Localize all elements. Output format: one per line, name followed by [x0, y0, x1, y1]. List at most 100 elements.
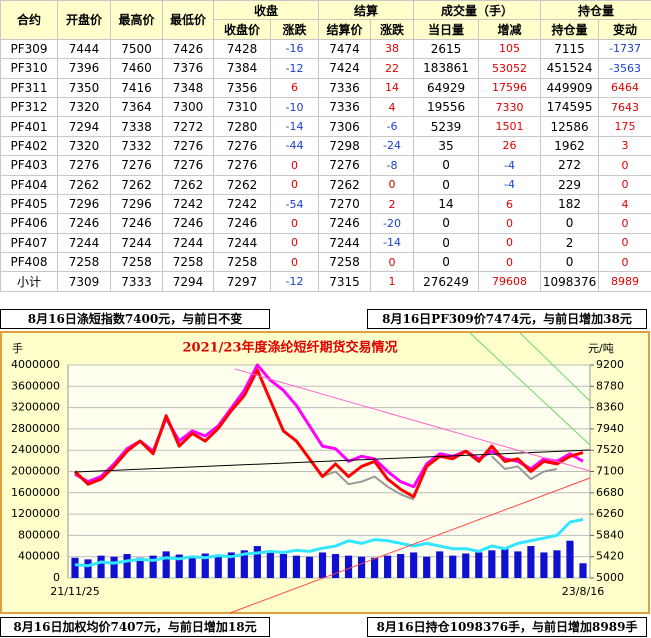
table-cell: 7115 [540, 38, 600, 60]
bar [449, 555, 457, 578]
table-cell: -14 [269, 116, 320, 137]
table-cell: 7242 [213, 193, 271, 215]
line [491, 455, 558, 481]
table-cell: 2615 [413, 38, 480, 60]
table-cell: 7280 [213, 116, 271, 137]
line [74, 518, 584, 568]
bar [227, 552, 235, 578]
table-cell: 7246 [318, 213, 372, 234]
table-cell: 7332 [110, 135, 163, 157]
bar [579, 563, 587, 578]
bar [488, 550, 496, 578]
table-cell: 合约 [0, 0, 58, 40]
y-tick-label: 400000 [18, 550, 60, 563]
bar [305, 556, 314, 578]
bar [410, 552, 418, 578]
y-tick-label: 2800000 [11, 422, 60, 435]
y-tick-label: 1200000 [11, 507, 60, 520]
table-cell: 4 [598, 193, 651, 215]
table-cell: 7246 [110, 213, 163, 234]
table-cell: 7258 [162, 252, 214, 273]
table-cell: -14 [370, 232, 415, 254]
table-cell: -4 [478, 155, 542, 176]
table-cell: 0 [370, 174, 415, 195]
bar [110, 556, 118, 578]
table-cell: 229 [540, 174, 600, 195]
y-axis-label: 手 [12, 341, 23, 355]
y2-tick-label: 6680 [596, 486, 624, 499]
bar [136, 557, 144, 578]
table-cell: 276249 [413, 271, 480, 292]
table-cell: 174595 [540, 96, 600, 118]
table-cell: 7262 [318, 174, 372, 195]
table-cell: -3563 [598, 58, 651, 79]
table-cell: 7276 [110, 155, 163, 176]
table-cell: 7330 [478, 96, 542, 118]
table-cell: 183861 [413, 58, 480, 79]
bar [540, 552, 548, 578]
table-cell: 0 [598, 155, 651, 176]
table-cell: PF310 [0, 58, 58, 79]
bar [475, 552, 483, 578]
bar [214, 555, 222, 578]
table-cell: 7376 [162, 58, 214, 79]
table-cell: 3 [598, 135, 651, 157]
table-cell: 7336 [318, 77, 372, 98]
bar [566, 540, 574, 578]
note: 8月16日持仓1098376手，与前日增加8989手 [367, 617, 647, 637]
y2-tick-label: 7100 [596, 465, 624, 478]
table-cell: 0 [598, 252, 651, 273]
bar [149, 555, 157, 578]
table-cell: 0 [478, 213, 542, 234]
table-cell: 26 [478, 135, 542, 157]
table-cell: 7364 [110, 96, 163, 118]
table-cell: 7262 [110, 174, 163, 195]
table-cell: -12 [269, 58, 320, 79]
table-cell: PF312 [0, 96, 58, 118]
table-cell: 4 [370, 96, 415, 118]
bar [71, 557, 79, 578]
table-cell: 7244 [213, 232, 271, 254]
table-cell: 7244 [162, 232, 214, 254]
bar [123, 554, 131, 578]
table-cell: 0 [269, 213, 320, 234]
y2-tick-label: 7940 [596, 422, 624, 435]
table-cell: 7333 [110, 271, 163, 292]
table-cell: 7500 [110, 38, 163, 60]
table-cell: PF309 [0, 38, 58, 60]
table-cell: 7444 [57, 38, 111, 60]
table-cell: 0 [598, 174, 651, 195]
bar [423, 556, 431, 578]
table-cell: 结算 [318, 0, 415, 21]
table-cell: 7262 [162, 174, 214, 195]
y-tick-label: 800000 [18, 528, 60, 541]
table-cell: 7258 [110, 252, 163, 273]
table-cell: 当日量 [413, 19, 480, 40]
table-cell: 成交量（手） [413, 0, 542, 21]
table-cell: -20 [370, 213, 415, 234]
bar [266, 551, 274, 578]
table-cell: PF401 [0, 116, 58, 137]
table-cell: 7294 [162, 271, 214, 292]
table-cell: 38 [370, 38, 415, 60]
table-cell: 0 [269, 252, 320, 273]
y-tick-label: 2400000 [11, 443, 60, 456]
y2-tick-label: 5840 [596, 528, 624, 541]
table-cell: 7246 [213, 213, 271, 234]
table-cell: 7298 [318, 135, 372, 157]
table-cell: 0 [478, 232, 542, 254]
table-cell: 0 [413, 232, 480, 254]
table-cell: 7300 [162, 96, 214, 118]
table-cell: -4 [478, 174, 542, 195]
table-cell: 0 [598, 232, 651, 254]
table-cell: 35 [413, 135, 480, 157]
y2-tick-label: 6260 [596, 507, 624, 520]
table-cell: 17596 [478, 77, 542, 98]
table-cell: 7258 [318, 252, 372, 273]
table-cell: 小计 [0, 271, 58, 292]
y2-tick-label: 8780 [596, 379, 624, 392]
table-cell: 6 [269, 77, 320, 98]
guide-line [469, 332, 591, 446]
bar [188, 556, 196, 578]
